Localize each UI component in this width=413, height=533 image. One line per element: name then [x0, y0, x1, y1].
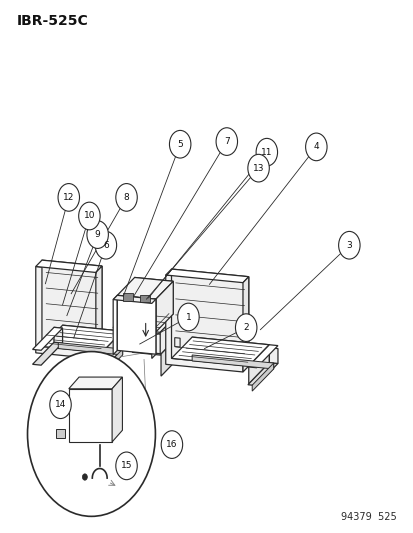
FancyBboxPatch shape	[140, 295, 150, 302]
Polygon shape	[247, 362, 277, 385]
Polygon shape	[165, 275, 242, 372]
Polygon shape	[134, 278, 173, 314]
Circle shape	[58, 183, 79, 211]
Polygon shape	[112, 377, 122, 442]
Polygon shape	[69, 389, 112, 442]
Polygon shape	[242, 277, 248, 372]
Text: 7: 7	[223, 137, 229, 146]
Polygon shape	[269, 348, 277, 364]
Polygon shape	[117, 278, 173, 299]
Polygon shape	[174, 337, 180, 347]
Polygon shape	[101, 349, 122, 377]
Polygon shape	[252, 363, 273, 391]
Circle shape	[116, 452, 137, 480]
Polygon shape	[113, 295, 117, 354]
Polygon shape	[117, 295, 156, 354]
Circle shape	[305, 133, 326, 161]
Circle shape	[50, 391, 71, 418]
Polygon shape	[161, 335, 179, 376]
Circle shape	[161, 431, 182, 458]
Circle shape	[87, 221, 108, 248]
Text: 12: 12	[63, 193, 74, 202]
Polygon shape	[165, 269, 248, 282]
Text: 94379  525: 94379 525	[340, 512, 396, 522]
Polygon shape	[42, 325, 122, 352]
Circle shape	[27, 352, 155, 516]
Circle shape	[247, 155, 268, 182]
Polygon shape	[102, 331, 122, 370]
FancyBboxPatch shape	[122, 293, 132, 301]
Text: 1: 1	[185, 312, 191, 321]
Circle shape	[169, 131, 190, 158]
Text: 6: 6	[103, 241, 109, 250]
Polygon shape	[247, 345, 277, 368]
Polygon shape	[152, 299, 156, 359]
Polygon shape	[113, 295, 156, 303]
Circle shape	[256, 139, 277, 166]
Polygon shape	[171, 337, 269, 366]
Text: 16: 16	[166, 440, 177, 449]
Circle shape	[82, 474, 87, 480]
Text: 8: 8	[123, 193, 129, 202]
Text: 11: 11	[261, 148, 272, 157]
Polygon shape	[96, 266, 102, 359]
Text: 2: 2	[243, 323, 248, 332]
Circle shape	[95, 231, 116, 259]
Polygon shape	[132, 330, 179, 357]
Text: 13: 13	[252, 164, 263, 173]
Polygon shape	[69, 377, 122, 389]
Polygon shape	[62, 325, 122, 349]
Polygon shape	[192, 355, 273, 369]
Polygon shape	[192, 337, 269, 362]
Polygon shape	[33, 327, 62, 350]
Circle shape	[177, 303, 199, 331]
Polygon shape	[113, 309, 178, 332]
Text: 14: 14	[55, 400, 66, 409]
Polygon shape	[248, 345, 269, 384]
Text: 10: 10	[83, 212, 95, 221]
Polygon shape	[54, 327, 62, 343]
Polygon shape	[56, 429, 65, 438]
Polygon shape	[33, 342, 62, 365]
Text: 15: 15	[121, 462, 132, 470]
Text: 5: 5	[177, 140, 183, 149]
Polygon shape	[36, 260, 102, 272]
Polygon shape	[131, 309, 178, 336]
Text: IBR-525C: IBR-525C	[17, 14, 89, 28]
Polygon shape	[42, 260, 102, 352]
Polygon shape	[114, 330, 179, 354]
Polygon shape	[36, 266, 96, 359]
Circle shape	[78, 202, 100, 230]
Circle shape	[338, 231, 359, 259]
Circle shape	[235, 314, 256, 342]
Polygon shape	[156, 281, 173, 332]
Text: 3: 3	[346, 241, 351, 250]
Polygon shape	[171, 269, 248, 366]
Circle shape	[216, 128, 237, 156]
Circle shape	[116, 183, 137, 211]
Text: 9: 9	[95, 230, 100, 239]
Polygon shape	[160, 313, 178, 354]
Text: 4: 4	[313, 142, 318, 151]
Polygon shape	[58, 343, 122, 355]
